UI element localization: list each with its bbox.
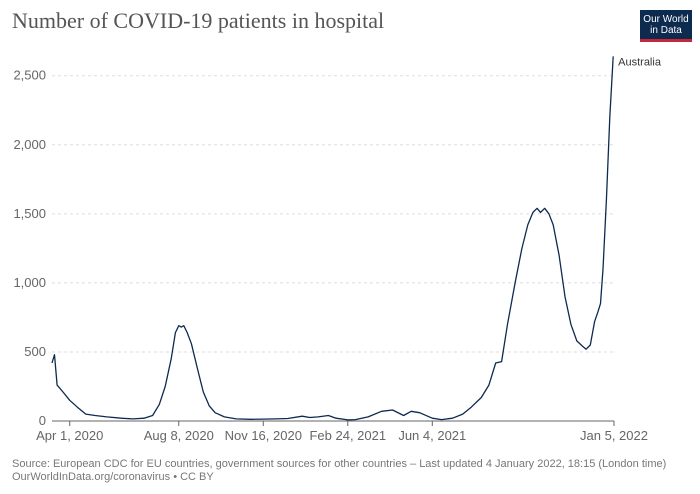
- y-tick-label: 500: [24, 344, 46, 359]
- series-line-australia: [51, 56, 614, 421]
- y-tick-label: 2,000: [13, 137, 46, 152]
- x-tick-label: Aug 8, 2020: [144, 428, 214, 443]
- chart-title: Number of COVID-19 patients in hospital: [12, 8, 385, 33]
- gridlines: [52, 75, 614, 353]
- footer: Source: European CDC for EU countries, g…: [12, 458, 666, 484]
- footer-source: Source: European CDC for EU countries, g…: [12, 458, 667, 470]
- series-label-australia: Australia: [618, 56, 662, 68]
- x-tick-labels: Apr 1, 2020 Aug 8, 2020 Nov 16, 2020 Feb 24…: [36, 421, 648, 443]
- y-tick-label: 2,500: [13, 68, 46, 83]
- x-tick-label: Nov 16, 2020: [225, 428, 302, 443]
- owid-logo[interactable]: Our World in Data: [640, 10, 692, 42]
- y-tick-labels: 0 500 1,000 1,500 2,000 2,500: [13, 68, 46, 428]
- logo-accent-bar: [640, 39, 692, 42]
- logo-line-2: in Data: [650, 25, 682, 36]
- x-tick-label: Jan 5, 2022: [580, 428, 648, 443]
- footer-url[interactable]: OurWorldInData.org/coronavirus • CC BY: [12, 471, 214, 483]
- x-tick-label: Feb 24, 2021: [309, 428, 386, 443]
- logo-line-1: Our World: [643, 14, 689, 25]
- y-tick-label: 1,000: [13, 275, 46, 290]
- x-tick-label: Jun 4, 2021: [398, 428, 466, 443]
- y-tick-label: 0: [39, 413, 46, 428]
- x-tick-label: Apr 1, 2020: [36, 428, 103, 443]
- line-chart: 0 500 1,000 1,500 2,000 2,500 Apr 1, 2020 Aug …: [13, 56, 662, 443]
- y-tick-label: 1,500: [13, 206, 46, 221]
